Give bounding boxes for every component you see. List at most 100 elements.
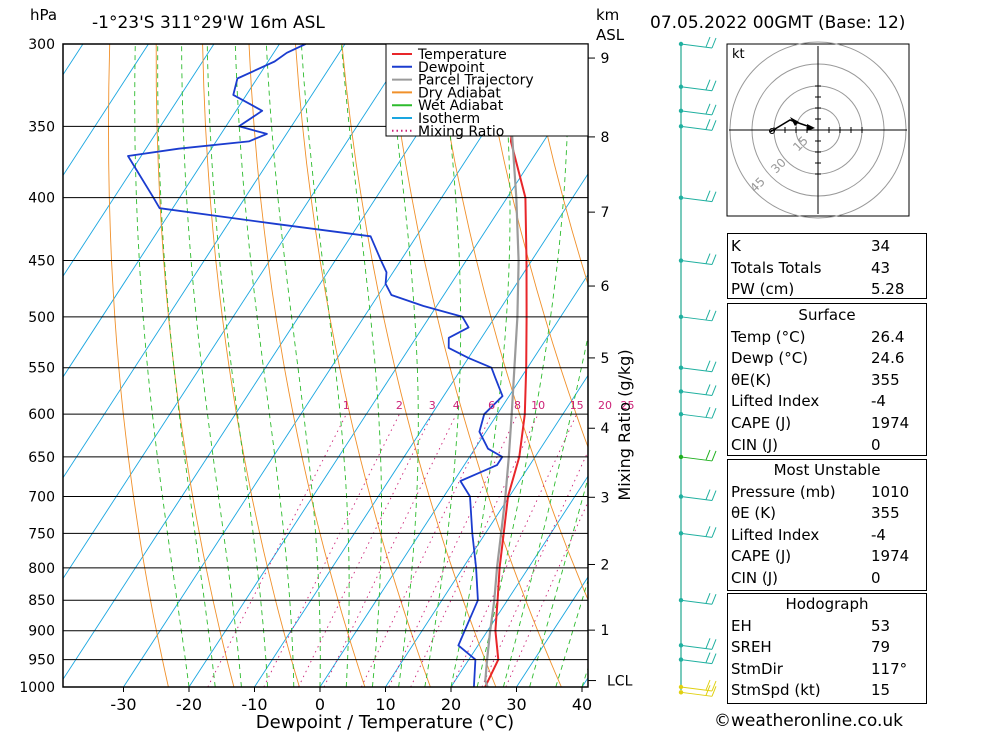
mu-label: θE (K) (731, 504, 776, 523)
pressure-tick-label: 650 (28, 450, 55, 466)
surface-value: -4 (871, 392, 886, 411)
isotherm-line (63, 44, 215, 278)
mixing-ratio-line (207, 413, 347, 687)
pressure-tick-label: 750 (28, 526, 55, 542)
isotherm-line (188, 72, 588, 687)
dry-adiabat-line (108, 44, 169, 687)
wind-barb-flag (705, 526, 711, 537)
wind-barb (678, 679, 717, 692)
isotherm-line (254, 173, 588, 687)
height-unit-km: km (596, 6, 619, 24)
surface-value: 355 (871, 370, 900, 389)
hodograph-params-table: Hodograph EH 53 SREH 79 StmDir 117° StmSpd … (727, 594, 927, 702)
wind-barb-flag (711, 450, 717, 462)
wind-barb-shaft (680, 43, 713, 49)
storm-motion-marker (769, 128, 775, 134)
isotherm-line (319, 273, 588, 687)
isotherm-line (385, 374, 588, 687)
mu-value: 355 (871, 504, 900, 523)
mu-label: CAPE (J) (731, 547, 792, 566)
wind-barb (678, 253, 717, 266)
pressure-unit: hPa (30, 6, 57, 24)
isotherm-line (63, 44, 149, 177)
mu-value: 1974 (871, 547, 910, 566)
legend-entry: Temperature (417, 47, 507, 63)
pressure-tick-label: 450 (28, 254, 55, 270)
isotherm-line (516, 576, 588, 687)
wet-adiabat-line (476, 44, 569, 687)
temperature-tick-label: -30 (110, 695, 136, 714)
wet-adiabat-line (424, 44, 462, 687)
wind-barb (678, 103, 717, 116)
hodograph-unit: kt (732, 47, 745, 62)
hodo-row: SREH 79 (727, 637, 927, 659)
wind-barb-flag (711, 408, 717, 419)
legend-entry: Mixing Ratio (418, 124, 504, 140)
pressure-tick-label: 700 (28, 490, 55, 506)
wind-barb-flag (705, 593, 711, 604)
surface-value: 0 (871, 435, 881, 454)
wind-barb-flag (705, 384, 711, 395)
hodo-row: StmDir 117° (727, 659, 927, 681)
height-tick-label: 2 (601, 557, 610, 573)
wet-adiabat-line (300, 44, 350, 687)
index-label: K (731, 237, 741, 255)
wind-barb-shaft (680, 644, 713, 650)
wind-barb (678, 449, 717, 462)
pressure-tick-label: 1000 (19, 680, 55, 696)
dry-adiabat-line (992, 44, 1000, 687)
isotherm-line (0, 44, 17, 687)
pressure-tick-label: 500 (28, 310, 55, 326)
pressure-tick-label: 850 (28, 593, 55, 609)
wind-barb-shaft (680, 260, 713, 266)
hodo-label: EH (731, 616, 752, 635)
legend-entry: Parcel Trajectory (418, 73, 534, 89)
surface-label: Dewp (°C) (731, 349, 809, 368)
wind-barb-flag (705, 119, 711, 130)
indices-box (727, 233, 927, 299)
surface-row: CAPE (J) 1974 (727, 413, 927, 435)
dewpoint-profile (127, 44, 504, 687)
mixing-ratio-label: 1 (343, 399, 350, 412)
wind-barb-shaft (680, 659, 713, 665)
hodo-value: 15 (871, 681, 891, 700)
dry-adiabat-line (946, 44, 1000, 687)
mixing-ratio-line (323, 414, 457, 687)
index-value: 34 (871, 237, 891, 255)
hodograph-title: Hodograph (785, 595, 869, 613)
height-unit-asl: ASL (596, 26, 625, 44)
wind-barb (678, 407, 717, 419)
wind-barb-shaft (680, 599, 713, 605)
axes: 3003504004505005506006507007508008509009… (19, 37, 632, 714)
wind-barb-shaft (680, 686, 713, 692)
wind-barb-shaft (680, 390, 713, 396)
wind-barb-flag (711, 653, 717, 664)
temperature-tick-label: -20 (176, 695, 202, 714)
surface-title: Surface (798, 306, 856, 324)
temperature-profile (484, 44, 528, 687)
wet-adiabat-line (181, 44, 242, 687)
mu-value: 1010 (871, 482, 910, 501)
dry-adiabat-line (527, 44, 588, 286)
index-row: PW (cm) 5.28 (727, 279, 927, 301)
wind-barb (678, 638, 717, 650)
surface-label: CAPE (J) (731, 413, 792, 432)
wind-barb (678, 652, 717, 665)
height-tick-label: 8 (601, 130, 610, 146)
temperature-tick-label: 10 (375, 695, 395, 714)
temperature-tick-label: -10 (241, 695, 267, 714)
mixing-ratio-line (505, 500, 588, 687)
surface-label: Lifted Index (731, 392, 820, 411)
wet-adiabat-line (157, 44, 216, 687)
height-tick-label: 4 (601, 421, 610, 437)
hodograph-trace (769, 119, 814, 133)
height-tick-label: 5 (601, 351, 610, 367)
mixing-ratio-line (263, 413, 400, 687)
hodo-label: StmSpd (kt) (731, 681, 821, 700)
mixing-ratio-label: 20 (598, 399, 612, 412)
height-tick-label: 3 (601, 490, 610, 506)
wind-barb-flag (711, 361, 717, 372)
hodo-label: SREH (731, 638, 772, 657)
